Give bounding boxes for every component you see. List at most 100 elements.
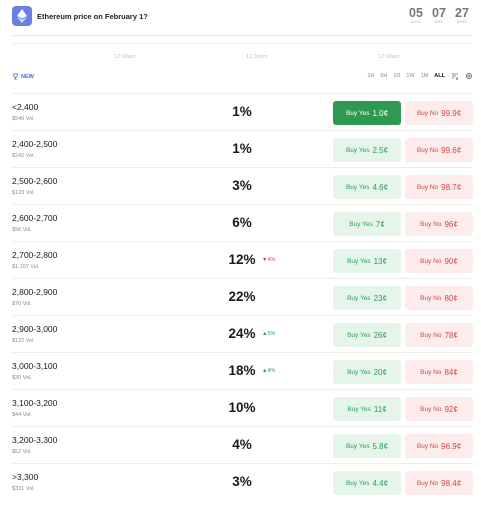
buy-yes-button[interactable]: Buy Yes 11¢ xyxy=(333,397,401,421)
tab-1d[interactable]: 1D xyxy=(393,73,401,79)
buy-yes-label: Buy Yes xyxy=(345,479,370,487)
outcome-row[interactable]: 2,700-2,800 $1,107 Vol. 12% ▼4% Buy Yes 13¢ Bu… xyxy=(12,241,473,278)
market-header: Ethereum price on February 1? 05 DAYS 07… xyxy=(12,6,472,30)
outcome-list: <2,400 $549 Vol. 1% Buy Yes 1.0¢ Buy No 99.9¢ 2… xyxy=(12,93,473,500)
buy-no-label: Buy No xyxy=(416,146,439,154)
outcome-volume: $549 Vol. xyxy=(12,116,35,122)
buy-yes-button[interactable]: Buy Yes 4.4¢ xyxy=(333,471,401,495)
countdown-hours-value: 07 xyxy=(432,6,446,20)
probability-change: ▲4% xyxy=(262,368,276,374)
trophy-icon xyxy=(12,73,19,80)
buy-yes-label: Buy Yes xyxy=(347,331,371,339)
buy-yes-button[interactable]: Buy Yes 1.0¢ xyxy=(333,101,401,125)
buy-yes-price: 11¢ xyxy=(373,404,387,414)
new-filter-label: NEW xyxy=(21,73,34,80)
outcome-volume: $52 Vol. xyxy=(12,449,32,455)
time-range-tabs: 1H 6H 1D 1W 1M ALL xyxy=(367,72,473,80)
buy-no-label: Buy No xyxy=(416,442,439,450)
buy-no-price: 99.6¢ xyxy=(441,145,462,155)
buy-no-price: 99.9¢ xyxy=(441,108,462,118)
buy-no-price: 96¢ xyxy=(444,219,458,229)
probability-change: ▲5% xyxy=(262,331,276,337)
outcome-probability: 18% xyxy=(228,363,256,378)
outcome-range: 2,400-2,500 xyxy=(12,139,58,149)
buy-yes-button[interactable]: Buy Yes 13¢ xyxy=(333,249,401,273)
buy-no-button[interactable]: Buy No 99.6¢ xyxy=(405,138,473,162)
buy-yes-button[interactable]: Buy Yes 2.5¢ xyxy=(333,138,401,162)
outcome-row[interactable]: >3,300 $331 Vol. 3% Buy Yes 4.4¢ Buy No 98.4¢ xyxy=(12,463,473,500)
tab-1w[interactable]: 1W xyxy=(406,73,415,79)
buy-yes-button[interactable]: Buy Yes 20¢ xyxy=(333,360,401,384)
buy-yes-price: 4.6¢ xyxy=(372,182,389,192)
buy-yes-button[interactable]: Buy Yes 7¢ xyxy=(333,212,401,236)
buy-no-price: 90¢ xyxy=(444,256,458,266)
buy-yes-button[interactable]: Buy Yes 23¢ xyxy=(333,286,401,310)
chart-baseline xyxy=(12,43,472,45)
buy-yes-price: 7¢ xyxy=(375,219,385,229)
outcome-probability: 4% xyxy=(232,437,252,452)
gear-icon[interactable] xyxy=(465,72,473,80)
outcome-row[interactable]: 2,800-2,900 $70 Vol. 22% Buy Yes 23¢ Buy No 80… xyxy=(12,278,473,315)
buy-no-button[interactable]: Buy No 98.7¢ xyxy=(405,175,473,199)
buy-yes-button[interactable]: Buy Yes 5.8¢ xyxy=(333,434,401,458)
outcome-probability: 24% xyxy=(228,326,256,341)
chart-time-label: 12:00pm xyxy=(246,54,268,60)
buy-yes-label: Buy Yes xyxy=(347,257,371,265)
buy-no-button[interactable]: Buy No 96¢ xyxy=(405,212,473,236)
tab-6h[interactable]: 6H xyxy=(380,73,388,79)
tab-all[interactable]: ALL xyxy=(434,73,445,79)
outcome-probability: 1% xyxy=(232,141,252,156)
outcome-row[interactable]: 2,400-2,500 $242 Vol. 1% Buy Yes 2.5¢ Buy No 9… xyxy=(12,130,473,167)
countdown-hours-label: HRS xyxy=(434,20,444,24)
filter-icon[interactable] xyxy=(451,72,459,80)
new-filter[interactable]: NEW xyxy=(12,73,34,80)
buy-yes-price: 20¢ xyxy=(373,367,387,377)
outcome-row[interactable]: 2,500-2,600 $123 Vol. 3% Buy Yes 4.6¢ Buy No 9… xyxy=(12,167,473,204)
outcome-range: 2,500-2,600 xyxy=(12,176,58,186)
outcome-row[interactable]: 3,000-3,100 $30 Vol. 18% ▲4% Buy Yes 20¢ Buy N… xyxy=(12,352,473,389)
outcome-volume: $242 Vol. xyxy=(12,153,35,159)
countdown-hours: 07 HRS xyxy=(428,6,450,25)
countdown-days: 05 DAYS xyxy=(405,6,427,25)
outcome-volume: $70 Vol. xyxy=(12,301,32,307)
buy-yes-button[interactable]: Buy Yes 4.6¢ xyxy=(333,175,401,199)
outcome-row[interactable]: <2,400 $549 Vol. 1% Buy Yes 1.0¢ Buy No 99.9¢ xyxy=(12,93,473,130)
buy-no-button[interactable]: Buy No 78¢ xyxy=(405,323,473,347)
outcome-range: 2,700-2,800 xyxy=(12,250,58,260)
outcome-row[interactable]: 3,100-3,200 $44 Vol. 10% Buy Yes 11¢ Buy No 92… xyxy=(12,389,473,426)
buy-no-button[interactable]: Buy No 99.9¢ xyxy=(405,101,473,125)
buy-no-price: 92¢ xyxy=(444,404,458,414)
outcome-row[interactable]: 2,900-3,000 $122 Vol. 24% ▲5% Buy Yes 26¢ Buy … xyxy=(12,315,473,352)
buy-no-label: Buy No xyxy=(420,257,442,265)
buy-no-label: Buy No xyxy=(416,479,439,487)
chart-time-label: 12:00am xyxy=(378,54,400,60)
buy-no-button[interactable]: Buy No 80¢ xyxy=(405,286,473,310)
probability-change: ▼4% xyxy=(262,257,276,263)
outcome-volume: $56 Vol. xyxy=(12,227,32,233)
buy-yes-price: 23¢ xyxy=(373,293,387,303)
buy-no-button[interactable]: Buy No 92¢ xyxy=(405,397,473,421)
chart-time-label: 12:00am xyxy=(114,54,136,60)
buy-no-label: Buy No xyxy=(420,405,442,413)
buy-yes-price: 26¢ xyxy=(373,330,387,340)
buy-no-button[interactable]: Buy No 84¢ xyxy=(405,360,473,384)
buy-yes-price: 2.5¢ xyxy=(372,145,389,155)
buy-yes-label: Buy Yes xyxy=(345,442,370,450)
buy-no-label: Buy No xyxy=(420,294,442,302)
outcome-row[interactable]: 2,600-2,700 $56 Vol. 6% Buy Yes 7¢ Buy No 96¢ xyxy=(12,204,473,241)
buy-yes-label: Buy Yes xyxy=(345,146,370,154)
tab-1h[interactable]: 1H xyxy=(367,73,375,79)
buy-yes-label: Buy Yes xyxy=(345,183,370,191)
outcome-volume: $30 Vol. xyxy=(12,375,32,381)
outcome-range: >3,300 xyxy=(12,472,39,482)
buy-no-button[interactable]: Buy No 96.9¢ xyxy=(405,434,473,458)
tab-1m[interactable]: 1M xyxy=(420,73,429,79)
buy-no-button[interactable]: Buy No 90¢ xyxy=(405,249,473,273)
buy-yes-button[interactable]: Buy Yes 26¢ xyxy=(333,323,401,347)
countdown-minutes: 27 MINS xyxy=(451,6,473,25)
outcome-row[interactable]: 3,200-3,300 $52 Vol. 4% Buy Yes 5.8¢ Buy No 96… xyxy=(12,426,473,463)
ethereum-icon xyxy=(12,6,32,26)
buy-no-button[interactable]: Buy No 98.4¢ xyxy=(405,471,473,495)
buy-no-price: 98.4¢ xyxy=(441,478,462,488)
buy-no-price: 96.9¢ xyxy=(441,441,462,451)
